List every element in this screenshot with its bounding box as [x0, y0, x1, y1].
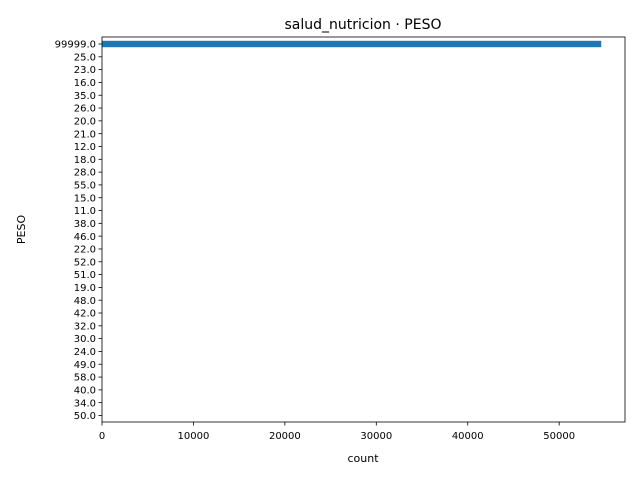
y-tick-label: 24.0: [74, 347, 96, 358]
bars-group: [102, 40, 602, 48]
y-tick-label: 26.0: [74, 104, 96, 115]
x-tick-label: 20000: [269, 431, 301, 442]
y-tick-label: 16.0: [74, 78, 96, 89]
bar-99999.0: [102, 40, 602, 48]
y-tick-label: 48.0: [74, 296, 96, 307]
y-tick-label: 42.0: [74, 309, 96, 320]
y-tick-label: 58.0: [74, 373, 96, 384]
y-tick-label: 22.0: [74, 245, 96, 256]
x-ticks-group: 0 10000 20000 30000 40000 50000: [99, 422, 575, 442]
y-tick-label: 11.0: [74, 206, 96, 217]
y-tick-label: 52.0: [74, 257, 96, 268]
y-tick-label: 30.0: [74, 334, 96, 345]
y-tick-label: 38.0: [74, 219, 96, 230]
y-axis-label: PESO: [15, 215, 28, 245]
y-tick-label: 12.0: [74, 142, 96, 153]
x-tick-label: 30000: [360, 431, 392, 442]
y-tick-label: 18.0: [74, 155, 96, 166]
x-axis-label: count: [347, 452, 379, 465]
y-tick-label: 35.0: [74, 91, 96, 102]
y-tick-label: 23.0: [74, 65, 96, 76]
x-tick-label: 40000: [452, 431, 484, 442]
y-tick-label: 19.0: [74, 283, 96, 294]
y-tick-label: 15.0: [74, 193, 96, 204]
y-tick-label: 28.0: [74, 168, 96, 179]
y-tick-label: 20.0: [74, 116, 96, 127]
y-tick-label: 99999.0: [55, 40, 96, 51]
y-tick-label: 34.0: [74, 398, 96, 409]
y-tick-label: 50.0: [74, 411, 96, 422]
y-tick-label: 25.0: [74, 52, 96, 63]
y-tick-label: 32.0: [74, 321, 96, 332]
chart-title: salud_nutricion · PESO: [285, 17, 442, 33]
axes-frame: [101, 36, 626, 423]
x-tick-label: 10000: [178, 431, 210, 442]
y-tick-label: 51.0: [74, 270, 96, 281]
x-tick-label: 50000: [543, 431, 575, 442]
y-tick-label: 21.0: [74, 129, 96, 140]
y-tick-label: 46.0: [74, 232, 96, 243]
y-tick-label: 40.0: [74, 385, 96, 396]
y-tick-label: 55.0: [74, 181, 96, 192]
y-tick-label: 49.0: [74, 360, 96, 371]
x-tick-label: 0: [99, 431, 105, 442]
y-ticks-group: 99999.025.0 23.0 16.0 35.0 26.020.0 21.0 12.0 1…: [55, 40, 102, 422]
